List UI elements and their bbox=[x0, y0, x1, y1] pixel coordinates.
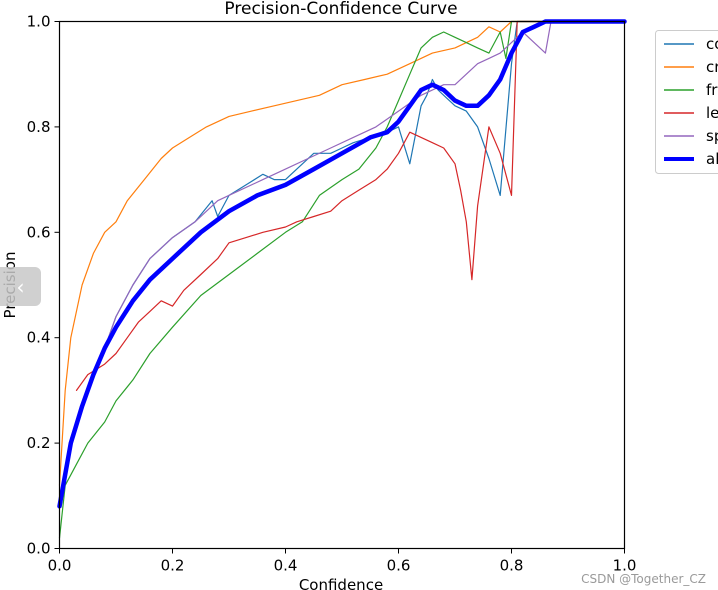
x-tick-label: 0.4 bbox=[274, 557, 298, 575]
x-tick-label: 1.0 bbox=[613, 557, 637, 575]
series-line-al bbox=[57, 19, 627, 509]
y-tick-label: 0.0 bbox=[27, 540, 51, 558]
legend-label-al: al bbox=[706, 150, 718, 168]
series-line-sp bbox=[58, 20, 626, 507]
series-line-le bbox=[75, 20, 626, 391]
watermark-text: CSDN @Together_CZ bbox=[581, 572, 706, 586]
y-tick-label: 0.4 bbox=[27, 329, 51, 347]
legend-label-fr: fr bbox=[706, 81, 718, 99]
series-line-fr bbox=[58, 20, 626, 539]
x-axis-title: Confidence bbox=[299, 576, 383, 590]
legend-label-cr: cr bbox=[706, 58, 718, 76]
y-tick-label: 1.0 bbox=[27, 13, 51, 31]
y-tick-label: 0.6 bbox=[27, 223, 51, 241]
legend-label-le: le bbox=[706, 104, 718, 122]
y-axis: 0.0 0.2 0.4 0.6 0.8 1.0 bbox=[27, 13, 60, 558]
plot-frame bbox=[58, 20, 626, 550]
legend-label-sp: sp bbox=[706, 127, 718, 145]
x-tick-label: 0.2 bbox=[161, 557, 185, 575]
x-tick-label: 0.6 bbox=[387, 557, 411, 575]
series-line-cr bbox=[58, 20, 626, 486]
legend: co cr fr le sp al bbox=[655, 30, 718, 174]
x-tick-label: 0.8 bbox=[500, 557, 524, 575]
chart-title: Precision-Confidence Curve bbox=[224, 0, 457, 19]
y-tick-label: 0.8 bbox=[27, 118, 51, 136]
collapse-panel-button[interactable]: ‹ bbox=[0, 267, 41, 306]
x-tick-label: 0.0 bbox=[48, 557, 72, 575]
x-axis: 0.0 0.2 0.4 0.6 0.8 1.0 bbox=[48, 548, 637, 575]
y-tick-label: 0.2 bbox=[27, 434, 51, 452]
legend-frame bbox=[655, 30, 718, 174]
legend-label-co: co bbox=[706, 35, 718, 53]
plot-lines bbox=[57, 19, 627, 539]
